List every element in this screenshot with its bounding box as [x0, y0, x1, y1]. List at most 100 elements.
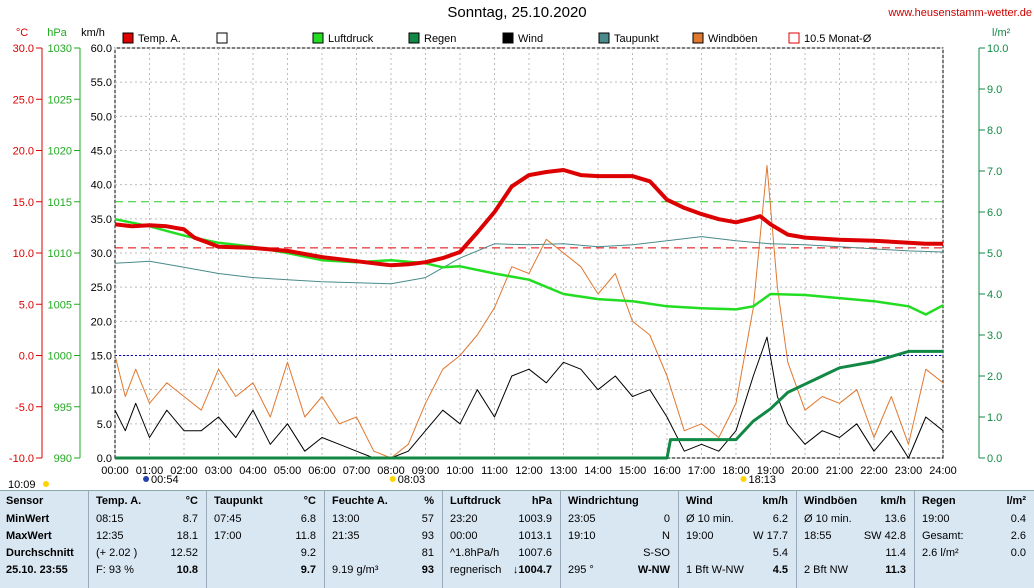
stats-col-gust: Windböen km/h Ø 10 min. 13.6 18:55 SW 42.8 11.… — [796, 491, 915, 588]
stat-hum-footer-label: 9.19 g/m³ — [332, 564, 379, 576]
x-tick-label: 08:00 — [377, 465, 405, 477]
stat-gust-footer-value: 11.3 — [885, 564, 906, 576]
press-axis-tick: 990 — [54, 453, 72, 465]
moonset-icon — [43, 481, 49, 487]
x-tick-label: 20:00 — [791, 465, 819, 477]
wind-axis-tick: 20.0 — [91, 316, 112, 328]
temp-axis-tick: 30.0 — [13, 43, 34, 55]
rain-axis-tick: 10.0 — [987, 43, 1008, 55]
stat-press-row-value: 1013.1 — [518, 530, 552, 542]
x-tick-label: 02:00 — [170, 465, 198, 477]
x-tick-label: 15:00 — [619, 465, 647, 477]
axis-unit-label: hPa — [47, 27, 67, 39]
stat-hum-row-label: 13:00 — [332, 513, 360, 525]
temp-axis-tick: 5.0 — [19, 299, 34, 311]
temp-axis-tick: -10.0 — [9, 453, 34, 465]
temp-axis-tick: 25.0 — [13, 94, 34, 106]
wind-axis-tick: 0.0 — [97, 453, 112, 465]
rain-axis-tick: 9.0 — [987, 84, 1002, 96]
stat-hum-header-value: % — [424, 495, 434, 507]
x-tick-label: 18:00 — [722, 465, 750, 477]
stat-rain-row-label: Gesamt: — [922, 530, 964, 542]
stat-gust-header-label: Windböen — [804, 495, 858, 507]
minwert-label: MinWert — [6, 513, 50, 525]
wind-axis-tick: 10.0 — [91, 385, 112, 397]
stat-gust-row-label: 18:55 — [804, 530, 832, 542]
stat-dir-row-value: S-SO — [643, 547, 670, 559]
stat-hum-row-value: 93 — [421, 530, 434, 542]
legend-label: Taupunkt — [614, 33, 659, 45]
stat-gust-row-value: 11.4 — [885, 547, 906, 559]
x-tick-label: 06:00 — [308, 465, 336, 477]
stats-col-dew: Taupunkt °C 07:45 6.8 17:00 11.8 9.2 9.7 — [206, 491, 325, 588]
wind-axis-tick: 55.0 — [91, 77, 112, 89]
x-tick-label: 03:00 — [205, 465, 233, 477]
wind-axis-tick: 30.0 — [91, 248, 112, 260]
press-axis-tick: 1030 — [48, 43, 72, 55]
rain-axis-tick: 0.0 — [987, 453, 1002, 465]
stat-wind-header-value: km/h — [762, 495, 788, 507]
sensor-header: Sensor — [6, 495, 44, 507]
legend-label: 10.5 Monat-Ø — [804, 33, 872, 45]
x-tick-label: 16:00 — [653, 465, 681, 477]
axis-unit-label: km/h — [81, 27, 105, 39]
press-axis-tick: 1025 — [48, 94, 72, 106]
x-tick-label: 07:00 — [343, 465, 371, 477]
stat-rain-header-label: Regen — [922, 495, 956, 507]
press-axis-tick: 1015 — [48, 197, 72, 209]
legend-label: Wind — [518, 33, 543, 45]
stats-col-press: Luftdruck hPa 23:20 1003.9 00:00 1013.1 ^1.8hP… — [442, 491, 561, 588]
legend-label: Windböen — [708, 33, 758, 45]
stat-dew-row-value: 6.8 — [300, 513, 316, 525]
stat-press-footer-label: regnerisch — [450, 564, 502, 576]
series-line-temp-a- — [114, 168, 943, 268]
stat-dir-footer-value: W-NW — [637, 564, 670, 576]
stats-col-wind: Wind km/h Ø 10 min. 6.2 19:00 W 17.7 5.4 1 Bft … — [678, 491, 797, 588]
stat-dir-row-value: 0 — [663, 513, 670, 525]
stat-temp-header-value: °C — [185, 495, 198, 507]
stat-dir-footer-label: 295 ° — [568, 564, 594, 576]
x-tick-label: 10:00 — [446, 465, 474, 477]
stat-dew-row-value: 11.8 — [295, 530, 316, 542]
axis-unit-label: °C — [16, 27, 28, 39]
stat-press-row-label: 00:00 — [450, 530, 478, 542]
stat-dew-row-label: 07:45 — [214, 513, 242, 525]
rain-axis-tick: 5.0 — [987, 248, 1002, 260]
legend-label: Temp. A. — [138, 33, 181, 45]
stat-press-header-value: hPa — [531, 495, 552, 507]
sunset-time: 18:13 — [748, 474, 776, 486]
legend-swatch — [598, 32, 610, 44]
stat-temp-row-value: 12.52 — [170, 547, 198, 559]
stats-col-sensor: Sensor MinWert MaxWert Durchschnitt 25.1… — [0, 491, 89, 588]
stat-dew-header-label: Taupunkt — [214, 495, 263, 507]
stat-press-row-value: 1003.9 — [518, 513, 552, 525]
stat-rain-header-value: l/m² — [1006, 495, 1026, 507]
stat-rain-row-value: 2.6 — [1010, 530, 1026, 542]
x-tick-label: 22:00 — [860, 465, 888, 477]
stat-hum-header-label: Feuchte A. — [332, 495, 388, 507]
x-tick-label: 12:00 — [515, 465, 543, 477]
x-tick-label: 00:00 — [101, 465, 129, 477]
stat-temp-row-label: (+ 2.02 ) — [96, 547, 138, 559]
press-axis-tick: 1005 — [48, 299, 72, 311]
legend-swatch — [312, 32, 324, 44]
stat-temp-row-value: 8.7 — [182, 513, 198, 525]
legend-swatch — [692, 32, 704, 44]
series-line-taupunkt — [114, 236, 944, 285]
stat-press-row-value: 1007.6 — [518, 547, 552, 559]
stat-temp-footer-value: 10.8 — [176, 564, 198, 576]
temp-axis-tick: -5.0 — [15, 402, 34, 414]
moonrise-icon — [143, 476, 150, 482]
wind-axis-tick: 60.0 — [91, 43, 112, 55]
site-url[interactable]: www.heusenstamm-wetter.de — [888, 7, 1032, 19]
legend-label: Regen — [424, 33, 456, 45]
x-tick-label: 19:00 — [757, 465, 785, 477]
axis-unit-label: l/m² — [992, 27, 1011, 39]
stat-temp-header-label: Temp. A. — [96, 495, 142, 507]
stat-gust-row-label: Ø 10 min. — [804, 513, 852, 525]
wind-axis-tick: 25.0 — [91, 282, 112, 294]
stat-temp-row-label: 12:35 — [96, 530, 124, 542]
sunrise-icon — [389, 476, 396, 482]
stat-rain-row-label: 19:00 — [922, 513, 950, 525]
press-axis-tick: 1010 — [48, 248, 72, 260]
